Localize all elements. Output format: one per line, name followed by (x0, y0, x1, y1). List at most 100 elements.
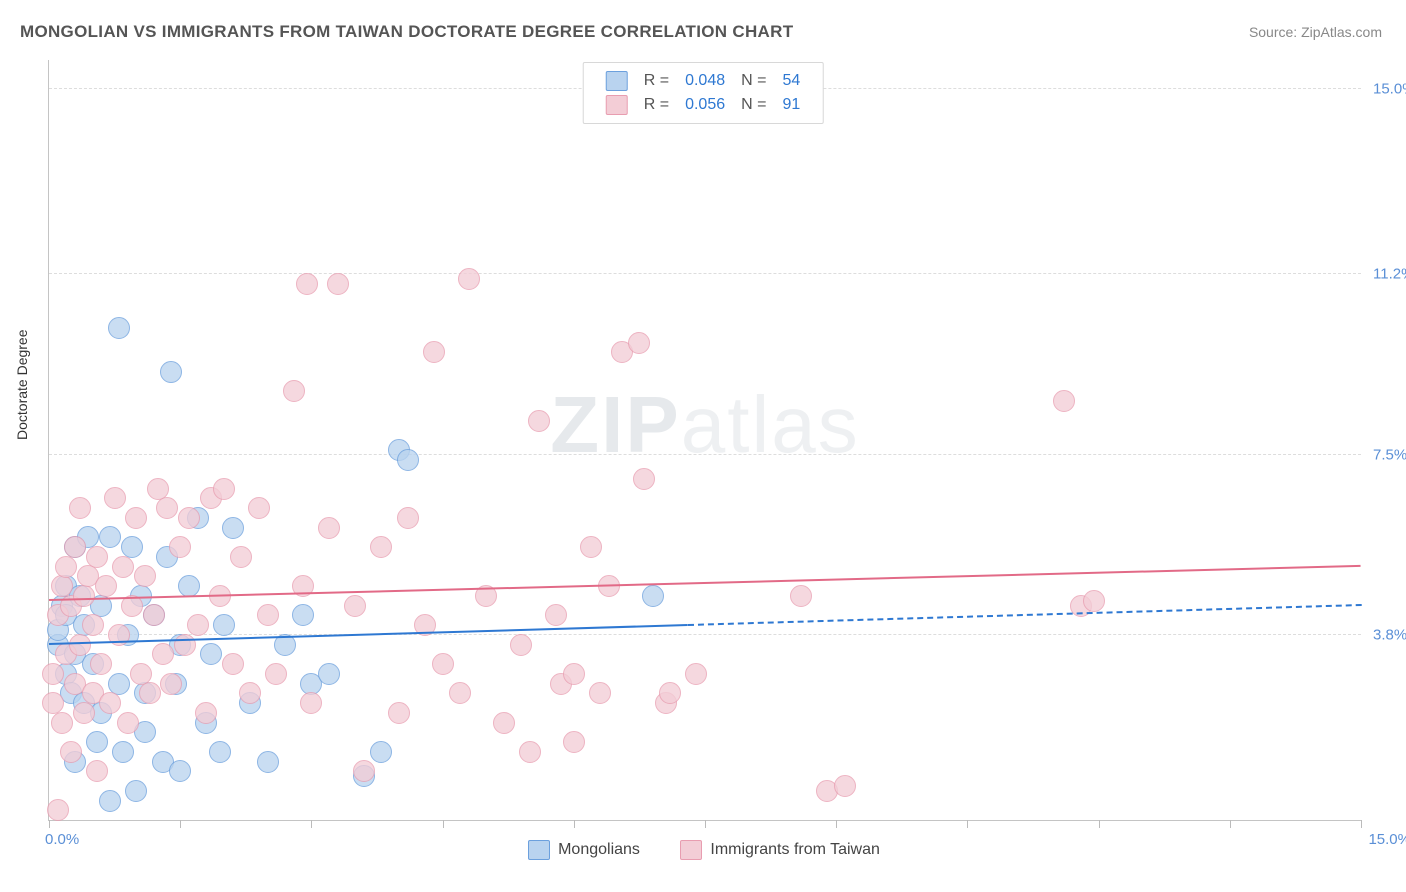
data-point (69, 634, 91, 656)
data-point (95, 575, 117, 597)
x-tick (443, 820, 444, 828)
data-point (458, 268, 480, 290)
data-point (528, 410, 550, 432)
data-point (169, 536, 191, 558)
x-tick (49, 820, 50, 828)
data-point (300, 692, 322, 714)
data-point (69, 497, 91, 519)
data-point (51, 712, 73, 734)
y-tick-label: 15.0% (1373, 81, 1406, 98)
data-point (283, 380, 305, 402)
gridline (49, 273, 1361, 274)
data-point (834, 775, 856, 797)
chart-title: MONGOLIAN VS IMMIGRANTS FROM TAIWAN DOCT… (20, 22, 793, 42)
x-tick (967, 820, 968, 828)
data-point (143, 604, 165, 626)
data-point (213, 478, 235, 500)
data-point (82, 614, 104, 636)
data-point (318, 663, 340, 685)
y-tick-label: 3.8% (1373, 626, 1406, 643)
data-point (510, 634, 532, 656)
data-point (73, 702, 95, 724)
legend-row-taiwan: R =0.056 N =91 (598, 93, 809, 117)
x-tick (311, 820, 312, 828)
data-point (86, 760, 108, 782)
data-point (99, 790, 121, 812)
data-point (187, 614, 209, 636)
series-legend: Mongolians Immigrants from Taiwan (48, 840, 1360, 860)
x-tick (705, 820, 706, 828)
x-tick (180, 820, 181, 828)
data-point (230, 546, 252, 568)
data-point (104, 487, 126, 509)
data-point (493, 712, 515, 734)
data-point (432, 653, 454, 675)
data-point (169, 760, 191, 782)
data-point (292, 604, 314, 626)
data-point (99, 526, 121, 548)
data-point (160, 673, 182, 695)
trend-line (687, 604, 1361, 626)
swatch-icon (680, 840, 702, 860)
data-point (156, 497, 178, 519)
trend-line (49, 565, 1361, 601)
data-point (580, 536, 602, 558)
legend-item: Immigrants from Taiwan (680, 840, 880, 860)
data-point (563, 663, 585, 685)
data-point (42, 663, 64, 685)
data-point (633, 468, 655, 490)
data-point (388, 702, 410, 724)
x-tick (574, 820, 575, 828)
source-label: Source: ZipAtlas.com (1249, 24, 1382, 40)
data-point (685, 663, 707, 685)
correlation-legend: R =0.048 N =54 R =0.056 N =91 (583, 62, 824, 124)
data-point (160, 361, 182, 383)
data-point (519, 741, 541, 763)
data-point (397, 507, 419, 529)
data-point (152, 643, 174, 665)
data-point (659, 682, 681, 704)
x-tick (1361, 820, 1362, 828)
data-point (1053, 390, 1075, 412)
data-point (112, 556, 134, 578)
data-point (134, 565, 156, 587)
data-point (257, 751, 279, 773)
data-point (423, 341, 445, 363)
data-point (370, 536, 392, 558)
data-point (370, 741, 392, 763)
data-point (628, 332, 650, 354)
data-point (397, 449, 419, 471)
gridline (49, 634, 1361, 635)
data-point (327, 273, 349, 295)
swatch-icon (606, 95, 628, 115)
data-point (108, 317, 130, 339)
data-point (545, 604, 567, 626)
data-point (139, 682, 161, 704)
data-point (55, 556, 77, 578)
gridline (49, 454, 1361, 455)
data-point (222, 517, 244, 539)
data-point (47, 799, 69, 821)
x-tick (1230, 820, 1231, 828)
data-point (209, 741, 231, 763)
data-point (213, 614, 235, 636)
data-point (589, 682, 611, 704)
data-point (195, 702, 217, 724)
data-point (178, 575, 200, 597)
data-point (174, 634, 196, 656)
data-point (344, 595, 366, 617)
x-tick (836, 820, 837, 828)
data-point (642, 585, 664, 607)
y-axis-label: Doctorate Degree (14, 329, 30, 440)
data-point (64, 536, 86, 558)
watermark: ZIPatlas (550, 379, 859, 471)
swatch-icon (606, 71, 628, 91)
data-point (178, 507, 200, 529)
data-point (790, 585, 812, 607)
data-point (86, 731, 108, 753)
data-point (117, 712, 139, 734)
legend-item: Mongolians (528, 840, 640, 860)
data-point (200, 643, 222, 665)
data-point (563, 731, 585, 753)
y-tick-label: 11.2% (1373, 266, 1406, 283)
